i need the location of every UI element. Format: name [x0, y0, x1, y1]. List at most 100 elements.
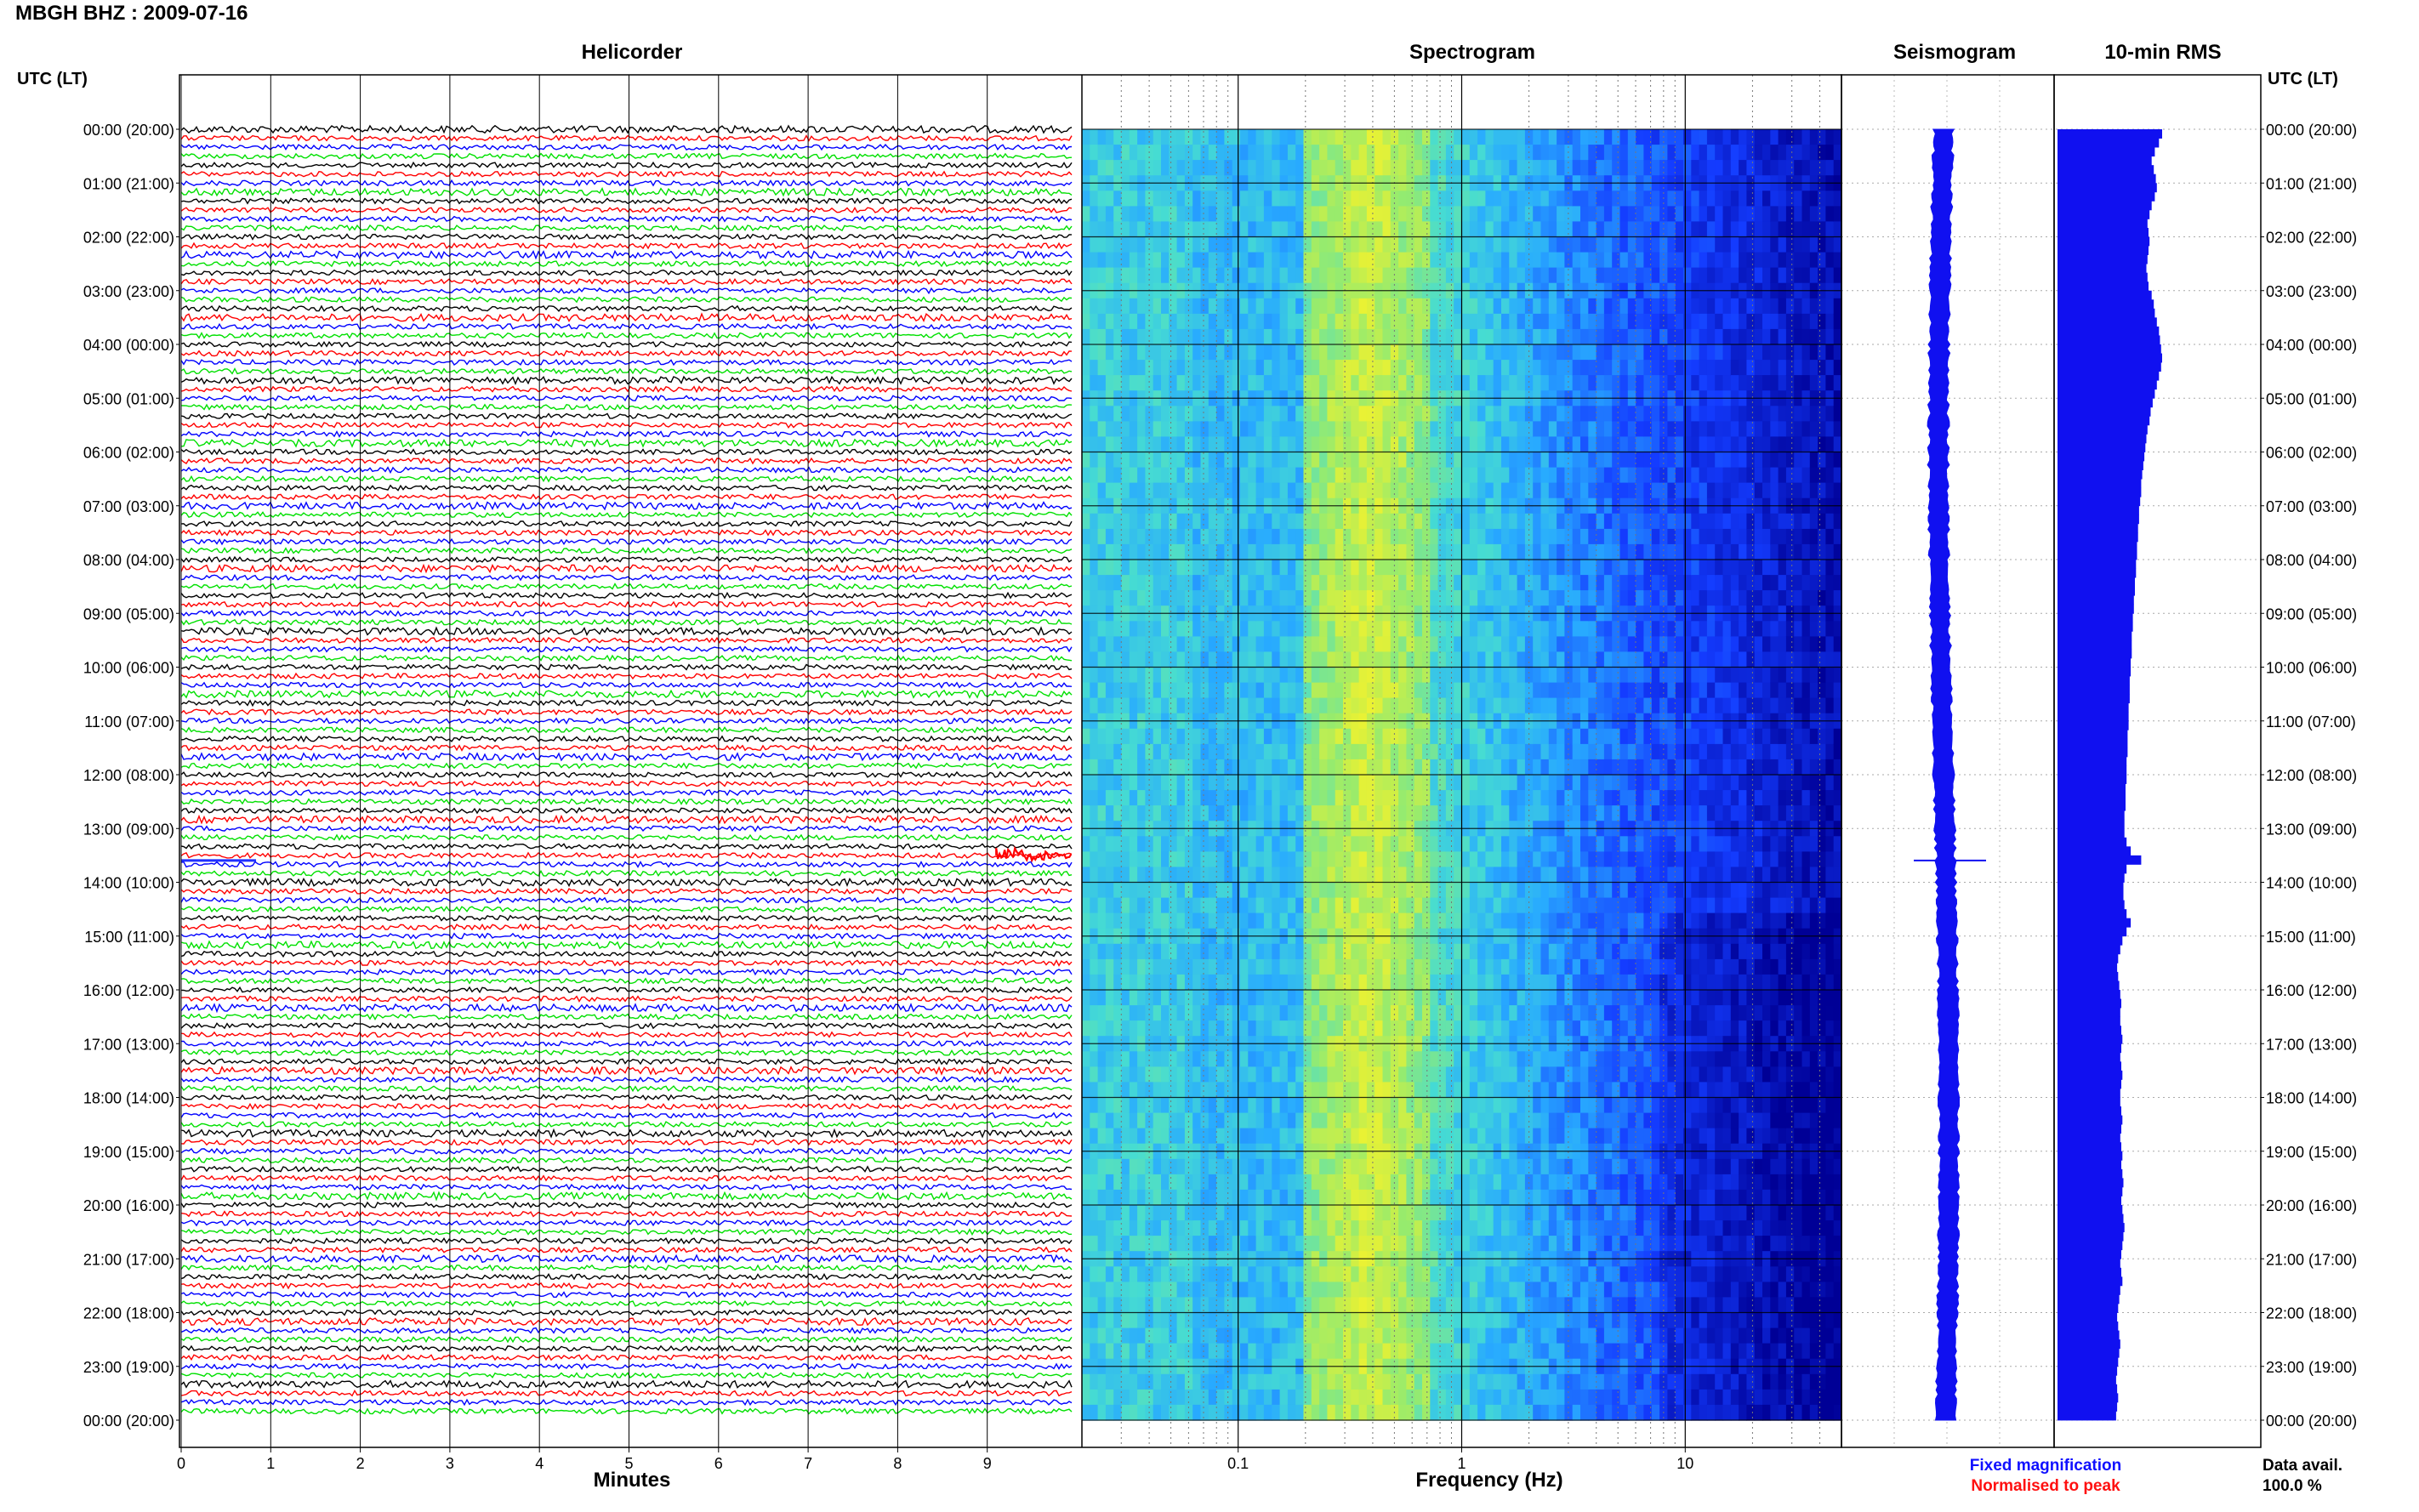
- spectrogram-cell: [1303, 145, 1312, 161]
- spectrogram-cell: [1224, 298, 1233, 315]
- spectrogram-cell: [1208, 513, 1217, 530]
- spectrogram-cell: [1524, 1128, 1534, 1145]
- spectrogram-cell: [1208, 958, 1217, 975]
- spectrogram-cell: [1200, 190, 1210, 207]
- spectrogram-cell: [1208, 805, 1217, 821]
- spectrogram-cell: [1358, 882, 1368, 899]
- spectrogram-cell: [1382, 1174, 1392, 1191]
- spectrogram-cell: [1454, 590, 1463, 606]
- spectrogram-cell: [1366, 467, 1375, 484]
- spectrogram-cell: [1509, 974, 1518, 991]
- spectrogram-cell: [1390, 943, 1399, 960]
- spectrogram-cell: [1319, 528, 1328, 545]
- spectrogram-cell: [1279, 543, 1289, 560]
- spectrogram-cell: [1406, 912, 1415, 929]
- spectrogram-cell: [1097, 252, 1107, 269]
- spectrogram-cell: [1327, 1051, 1336, 1067]
- spectrogram-cell: [1422, 267, 1431, 284]
- helicorder-trace: [181, 1040, 1073, 1048]
- spectrogram-cell: [1255, 560, 1265, 576]
- spectrogram-cell: [1090, 636, 1099, 653]
- spectrogram-cell: [1351, 1174, 1360, 1191]
- spectrogram-cell: [1311, 851, 1320, 868]
- spectrogram-cell: [1121, 867, 1130, 884]
- spectrogram-cell: [1082, 1128, 1090, 1145]
- spectrogram-cell: [1255, 697, 1265, 714]
- spectrogram-cell: [1366, 1343, 1375, 1360]
- spectrogram-cell: [1176, 560, 1186, 576]
- spectrogram-cell: [1287, 667, 1296, 684]
- spectrogram-cell: [1477, 1158, 1486, 1175]
- spectrogram-cell: [1255, 943, 1265, 960]
- spectrogram-cell: [1454, 1327, 1463, 1344]
- spectrogram-cell: [1406, 406, 1415, 422]
- spectrogram-cell: [1533, 543, 1542, 560]
- spectrogram-cell: [1327, 1297, 1336, 1314]
- spectrogram-cell: [1263, 743, 1272, 760]
- spectrogram-cell: [1501, 1020, 1510, 1037]
- spectrogram-cell: [1430, 1266, 1439, 1282]
- spectrogram-cell: [1145, 421, 1154, 438]
- spectrogram-cell: [1082, 421, 1090, 438]
- spectrogram-cell: [1327, 452, 1336, 469]
- spectrogram-cell: [1319, 682, 1328, 699]
- spectrogram-cell: [1469, 790, 1478, 806]
- spectrogram-cell: [1414, 590, 1423, 606]
- spectrogram-cell: [1113, 621, 1123, 637]
- spectrogram-cell: [1090, 1373, 1099, 1390]
- helicorder-trace: [180, 1253, 1073, 1265]
- spectrogram-cell: [1200, 252, 1210, 269]
- spectrogram-cell: [1501, 1343, 1510, 1360]
- spectrogram-cell: [1303, 912, 1312, 929]
- spectrogram-cell: [1533, 452, 1542, 469]
- spectrogram-cell: [1517, 1220, 1526, 1236]
- spectrogram-cell: [1113, 1312, 1123, 1329]
- spectrogram-cell: [1295, 621, 1305, 637]
- helicorder-trace: [180, 689, 1073, 699]
- spectrogram-cell: [1390, 575, 1399, 591]
- spectrogram-cell: [1398, 1005, 1407, 1021]
- spectrogram-cell: [1113, 344, 1123, 361]
- spectrogram-cell: [1208, 482, 1217, 499]
- spectrogram-cell: [1445, 421, 1454, 438]
- spectrogram-cell: [1382, 1005, 1392, 1021]
- spectrogram-cell: [1216, 160, 1225, 176]
- spectrogram-cell: [1327, 375, 1336, 391]
- spectrogram-cell: [1200, 1066, 1210, 1083]
- spectrogram-cell: [1129, 912, 1138, 929]
- spectrogram-cell: [1161, 236, 1170, 253]
- spectrogram-cell: [1524, 943, 1534, 960]
- spectrogram-cell: [1445, 528, 1454, 545]
- spectrogram-cell: [1248, 328, 1257, 345]
- spectrogram-cell: [1184, 543, 1193, 560]
- spectrogram-cell: [1485, 221, 1494, 238]
- spectrogram-cell: [1287, 406, 1296, 422]
- spectrogram-cell: [1375, 897, 1384, 914]
- spectrogram-cell: [1414, 513, 1423, 530]
- spectrogram-cell: [1263, 482, 1272, 499]
- helicorder-trace: [180, 833, 1073, 842]
- spectrogram-cell: [1437, 1066, 1447, 1083]
- spectrogram-cell: [1208, 436, 1217, 453]
- spectrogram-cell: [1327, 1373, 1336, 1390]
- spectrogram-cell: [1208, 528, 1217, 545]
- spectrogram-cell: [1105, 129, 1114, 145]
- spectrogram-cell: [1461, 1158, 1471, 1175]
- spectrogram-cell: [1161, 1097, 1170, 1114]
- spectrogram-cell: [1184, 590, 1193, 606]
- spectrogram-cell: [1208, 1327, 1217, 1344]
- spectrogram-cell: [1208, 221, 1217, 238]
- spectrogram-cell: [1469, 267, 1478, 284]
- spectrogram-cell: [1430, 974, 1439, 991]
- spectrogram-cell: [1145, 1112, 1154, 1129]
- spectrogram-cell: [1303, 252, 1312, 269]
- spectrogram-cell: [1192, 298, 1202, 315]
- spectrogram-cell: [1414, 636, 1423, 653]
- spectrogram-cell: [1375, 1128, 1384, 1145]
- spectrogram-cell: [1224, 129, 1233, 145]
- spectrogram-cell: [1082, 267, 1090, 284]
- spectrogram-cell: [1382, 513, 1392, 530]
- spectrogram-cell: [1375, 436, 1384, 453]
- spectrogram-cell: [1375, 667, 1384, 684]
- spectrogram-cell: [1319, 667, 1328, 684]
